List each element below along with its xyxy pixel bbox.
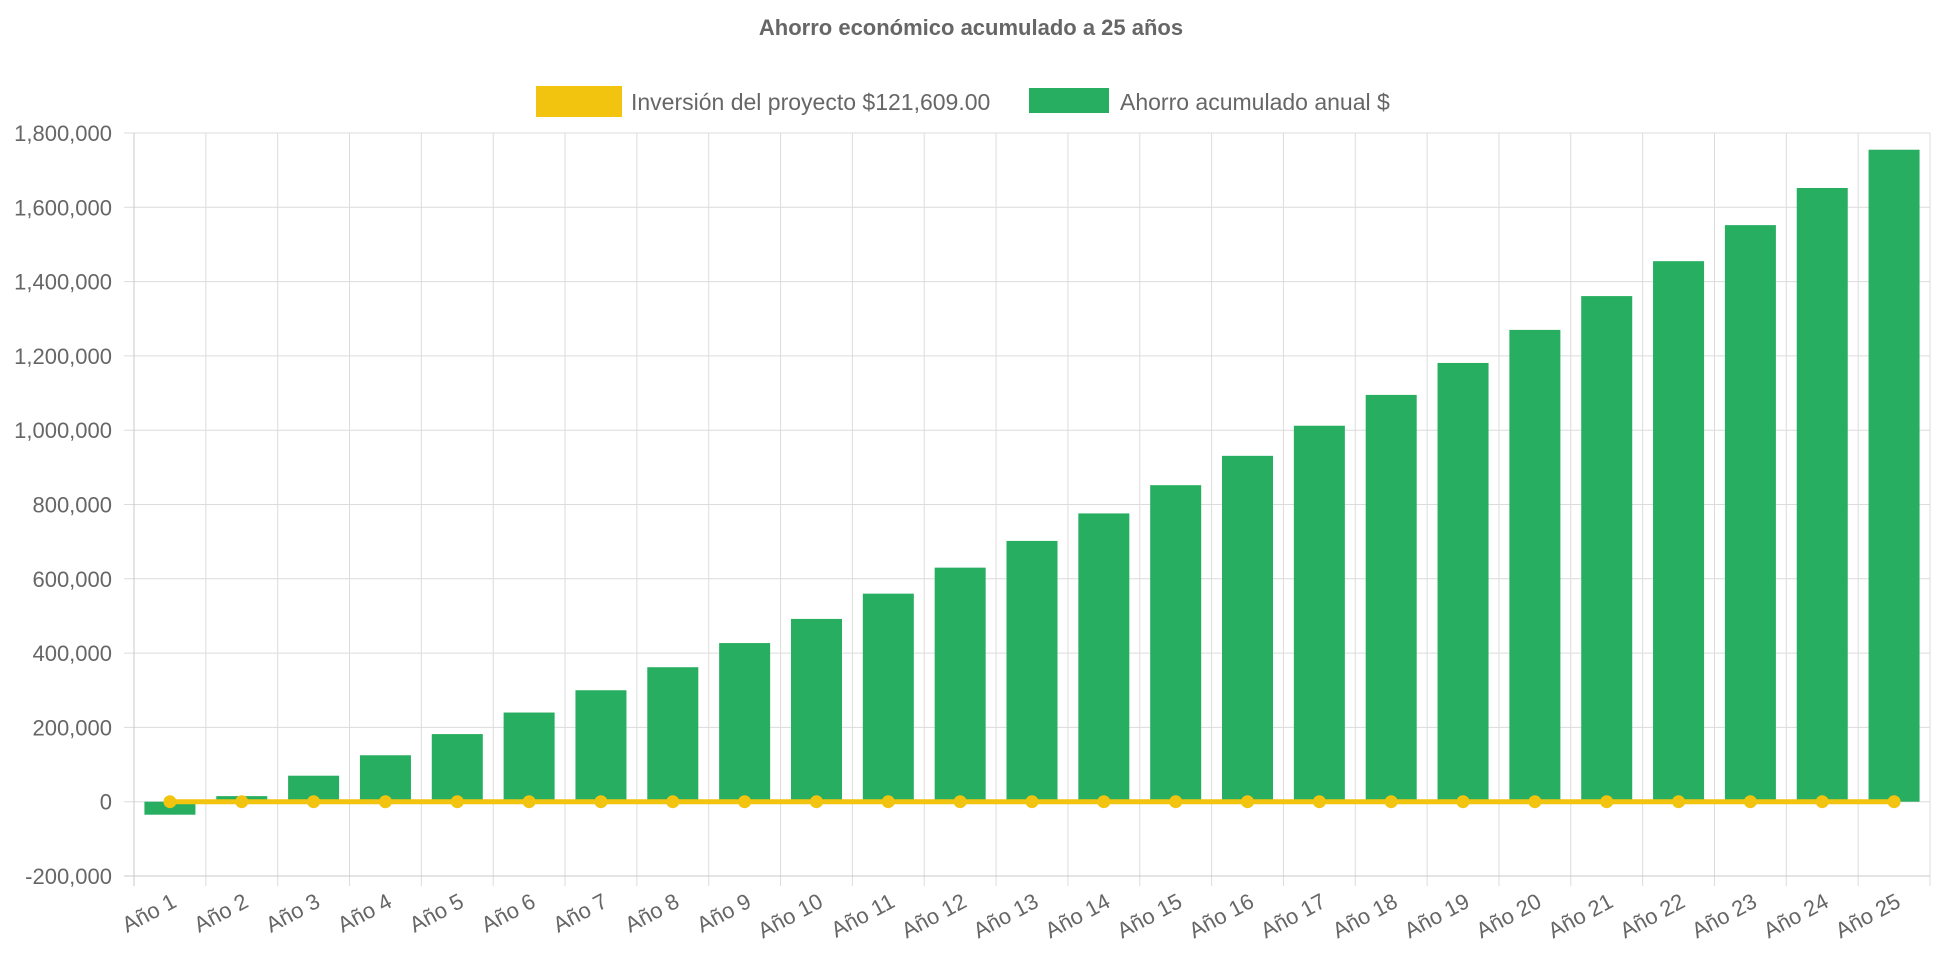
x-tick-label: Año 1 xyxy=(118,888,181,937)
bar[interactable] xyxy=(1581,296,1633,802)
x-tick-label: Año 2 xyxy=(190,888,253,937)
investment-point[interactable] xyxy=(1312,795,1326,809)
bar[interactable] xyxy=(1150,485,1202,802)
x-tick-label: Año 4 xyxy=(333,888,396,937)
chart-title: Ahorro económico acumulado a 25 años xyxy=(759,15,1183,40)
x-tick-label: Año 24 xyxy=(1759,888,1832,943)
investment-point[interactable] xyxy=(307,795,321,809)
bar[interactable] xyxy=(862,593,914,802)
investment-point[interactable] xyxy=(1528,795,1542,809)
x-tick-label: Año 6 xyxy=(477,888,540,937)
y-tick-label: 0 xyxy=(100,790,112,815)
bars xyxy=(144,149,1920,815)
investment-point[interactable] xyxy=(1025,795,1039,809)
x-tick-label: Año 18 xyxy=(1328,888,1401,943)
y-tick-label: 600,000 xyxy=(32,567,112,592)
investment-point[interactable] xyxy=(1743,795,1757,809)
x-tick-label: Año 21 xyxy=(1544,888,1617,943)
x-tick-label: Año 10 xyxy=(754,888,827,943)
bar[interactable] xyxy=(1724,225,1776,802)
x-tick-label: Año 13 xyxy=(969,888,1042,943)
y-tick-label: 1,800,000 xyxy=(14,121,112,146)
x-tick-label: Año 11 xyxy=(827,888,899,942)
investment-point[interactable] xyxy=(738,795,752,809)
grid xyxy=(124,132,1931,886)
bar[interactable] xyxy=(1437,362,1489,802)
investment-point[interactable] xyxy=(1241,795,1255,809)
investment-point[interactable] xyxy=(378,795,392,809)
x-tick-label: Año 22 xyxy=(1616,888,1689,943)
y-tick-label: 1,000,000 xyxy=(14,418,112,443)
legend: Inversión del proyecto $121,609.00 Ahorr… xyxy=(536,86,1390,117)
bar[interactable] xyxy=(144,801,196,815)
x-tick-label: Año 14 xyxy=(1041,888,1114,943)
investment-point[interactable] xyxy=(450,795,464,809)
investment-point[interactable] xyxy=(809,795,823,809)
investment-point[interactable] xyxy=(1169,795,1183,809)
bar[interactable] xyxy=(1293,425,1345,802)
y-tick-label: 200,000 xyxy=(32,715,112,740)
x-axis-ticks: Año 1 Año 2 Año 3 Año 4 Año 5 Año 6 Año 7 Año 8… xyxy=(118,888,1905,943)
y-tick-label: 400,000 xyxy=(32,641,112,666)
bar[interactable] xyxy=(647,667,699,802)
bar[interactable] xyxy=(1222,455,1274,802)
y-axis-ticks: 1,800,000 1,600,000 1,400,000 1,200,000 1,00… xyxy=(14,121,112,889)
investment-point[interactable] xyxy=(1097,795,1111,809)
legend-label-savings: Ahorro acumulado anual $ xyxy=(1120,89,1390,115)
investment-point[interactable] xyxy=(1600,795,1614,809)
investment-point[interactable] xyxy=(953,795,967,809)
bar[interactable] xyxy=(934,567,986,802)
legend-item-savings[interactable]: Ahorro acumulado anual $ xyxy=(1029,88,1390,115)
investment-point[interactable] xyxy=(522,795,536,809)
investment-point[interactable] xyxy=(881,795,895,809)
x-tick-label: Año 8 xyxy=(621,888,684,937)
bar[interactable] xyxy=(719,643,771,802)
x-tick-label: Año 17 xyxy=(1256,888,1329,943)
x-tick-label: Año 25 xyxy=(1831,888,1904,943)
x-tick-label: Año 16 xyxy=(1185,888,1258,943)
x-tick-label: Año 20 xyxy=(1472,888,1545,943)
bar[interactable] xyxy=(1365,394,1417,802)
investment-line xyxy=(163,795,1901,809)
investment-point[interactable] xyxy=(235,795,249,809)
y-tick-label: 1,200,000 xyxy=(14,344,112,369)
bar[interactable] xyxy=(1078,513,1130,802)
x-tick-label: Año 19 xyxy=(1400,888,1473,943)
bar[interactable] xyxy=(431,734,483,802)
x-tick-label: Año 15 xyxy=(1113,888,1186,943)
bar[interactable] xyxy=(575,690,627,802)
investment-point[interactable] xyxy=(1887,795,1901,809)
legend-item-investment[interactable]: Inversión del proyecto $121,609.00 xyxy=(536,86,990,117)
bar[interactable] xyxy=(1796,187,1848,802)
y-tick-label: -200,000 xyxy=(25,864,112,889)
bar[interactable] xyxy=(1653,261,1705,802)
x-tick-label: Año 3 xyxy=(261,888,324,937)
investment-point[interactable] xyxy=(1815,795,1829,809)
investment-point[interactable] xyxy=(666,795,680,809)
y-tick-label: 800,000 xyxy=(32,493,112,518)
investment-point[interactable] xyxy=(1672,795,1686,809)
investment-point[interactable] xyxy=(1456,795,1470,809)
legend-swatch-savings xyxy=(1029,88,1109,113)
legend-label-investment: Inversión del proyecto $121,609.00 xyxy=(631,89,990,115)
bar[interactable] xyxy=(503,712,555,802)
investment-point[interactable] xyxy=(1384,795,1398,809)
x-tick-label: Año 7 xyxy=(549,888,612,937)
bar[interactable] xyxy=(359,755,411,802)
y-tick-label: 1,400,000 xyxy=(14,270,112,295)
bar[interactable] xyxy=(1006,540,1058,802)
investment-point[interactable] xyxy=(594,795,608,809)
x-tick-label: Año 5 xyxy=(405,888,468,937)
x-tick-label: Año 12 xyxy=(897,888,970,943)
x-tick-label: Año 9 xyxy=(692,888,755,937)
investment-point[interactable] xyxy=(163,795,177,809)
y-tick-label: 1,600,000 xyxy=(14,195,112,220)
bar[interactable] xyxy=(1509,329,1561,802)
x-tick-label: Año 23 xyxy=(1687,888,1760,943)
legend-swatch-investment xyxy=(536,86,622,117)
bar[interactable] xyxy=(1868,149,1920,802)
bar[interactable] xyxy=(790,618,842,802)
